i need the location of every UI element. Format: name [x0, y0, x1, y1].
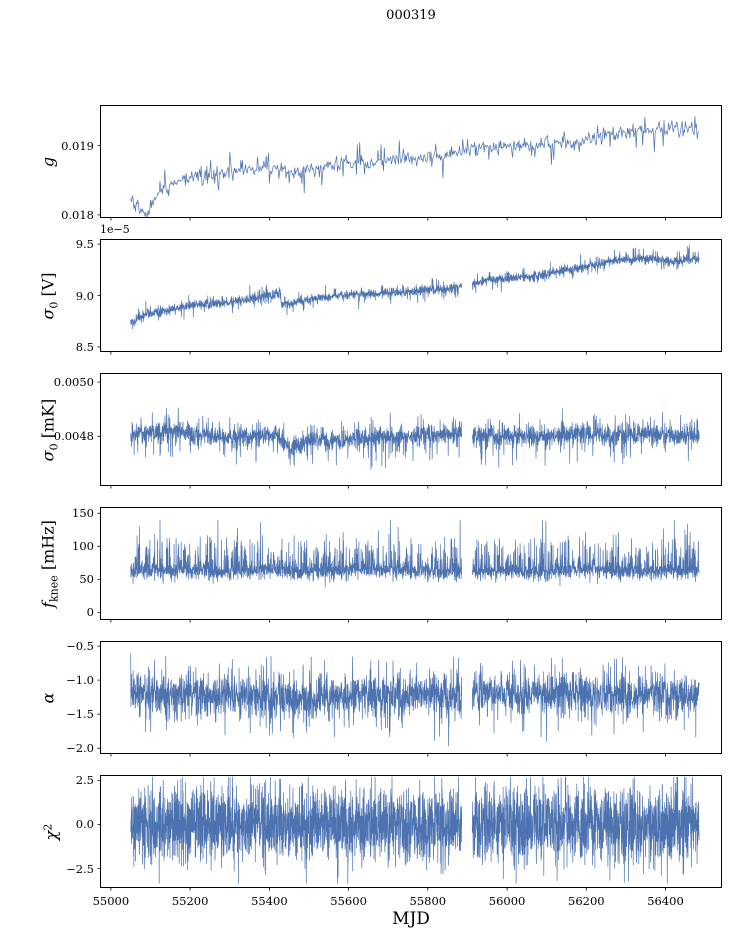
y-tick-label: 8.5 — [75, 339, 94, 354]
y-axis-label-segment: f — [38, 601, 57, 608]
y-axis-label-segment: χ — [41, 830, 60, 840]
x-tick-label: 55400 — [251, 894, 288, 908]
y-tick-label: 50 — [79, 572, 94, 587]
panel-g — [97, 105, 722, 221]
tick-marks — [97, 645, 666, 757]
y-tick-label: 0.019 — [61, 138, 94, 153]
x-tick-label: 56000 — [488, 894, 526, 908]
x-tick-label: 55800 — [409, 894, 447, 908]
y-axis-label-segment: σ — [38, 449, 57, 461]
data-line-alpha — [130, 653, 700, 747]
y-axis-label-segment: [V] — [38, 271, 57, 302]
data-line-g — [130, 116, 700, 218]
panel-chi2 — [97, 775, 722, 891]
tick-marks — [97, 381, 666, 489]
panel-alpha — [97, 641, 722, 757]
y-tick-label: −2.0 — [66, 741, 94, 756]
y-axis-label-sigma0-v: σ0 [V] — [37, 239, 60, 352]
y-tick-label: −1.0 — [66, 673, 94, 688]
y-axis-label-segment: [mHz] — [38, 519, 57, 575]
y-tick-label: 0.018 — [61, 207, 94, 222]
x-tick-label: 56200 — [568, 894, 605, 908]
plot-fknee — [97, 512, 700, 623]
y-axis-label-g: g — [37, 105, 59, 218]
tick-marks — [97, 780, 666, 891]
y-axis-label-chi2: χ2 — [37, 775, 60, 888]
y-tick-label: 9.0 — [75, 288, 94, 303]
panel-fknee — [97, 507, 722, 623]
y-axis-label-alpha: α — [37, 641, 59, 754]
y-tick-label: 100 — [72, 539, 94, 554]
figure-title: 000319 — [386, 8, 436, 23]
plot-sigma0-v — [97, 243, 700, 355]
y-tick-label: 0.0 — [75, 817, 94, 832]
y-tick-label: −2.5 — [66, 861, 94, 876]
x-tick-label: 55200 — [171, 894, 209, 908]
plot-chi2 — [97, 776, 700, 891]
y-axis-label-sigma0-mk: σ0 [mK] — [37, 373, 60, 486]
x-tick-label: 55600 — [330, 894, 367, 908]
y-axis-label-segment: [mK] — [38, 398, 57, 443]
plot-g — [97, 116, 700, 221]
panel-sigma0-mk — [97, 373, 722, 489]
x-tick-label: 55000 — [92, 894, 130, 908]
y-axis-label-fknee: fknee [mHz] — [37, 507, 60, 620]
tick-marks — [97, 243, 666, 355]
y-tick-label: 9.5 — [75, 237, 94, 252]
x-tick-label: 56400 — [647, 894, 684, 908]
y-axis-label-segment: 2 — [41, 823, 54, 831]
data-line-sigma0-mk — [130, 407, 700, 470]
data-line-fknee — [130, 519, 700, 588]
y-tick-label: 150 — [72, 506, 94, 521]
y-tick-label: 2.5 — [75, 773, 94, 788]
y-tick-label: −0.5 — [66, 639, 94, 654]
tick-marks — [97, 145, 666, 221]
y-axis-label-segment: σ — [38, 308, 57, 320]
y-tick-label: 0.0050 — [53, 375, 94, 390]
y-tick-label: 0.0048 — [53, 429, 94, 444]
x-axis-label: MJD — [392, 909, 430, 929]
y-axis-label-segment: 0 — [47, 442, 60, 450]
offset-text: 1e−5 — [100, 223, 130, 236]
y-tick-label: −1.5 — [66, 707, 94, 722]
y-axis-label-segment: 0 — [47, 301, 60, 309]
data-line-chi2 — [130, 776, 700, 884]
panel-sigma0-v — [97, 239, 722, 355]
y-tick-label: 0 — [86, 605, 94, 620]
plot-alpha — [97, 645, 700, 757]
data-line-sigma0-v — [130, 244, 700, 329]
tick-marks — [97, 512, 666, 623]
y-axis-label-segment: g — [38, 156, 57, 167]
y-axis-label-segment: knee — [47, 574, 60, 602]
plot-sigma0-mk — [97, 381, 700, 489]
y-axis-label-segment: α — [38, 692, 57, 703]
